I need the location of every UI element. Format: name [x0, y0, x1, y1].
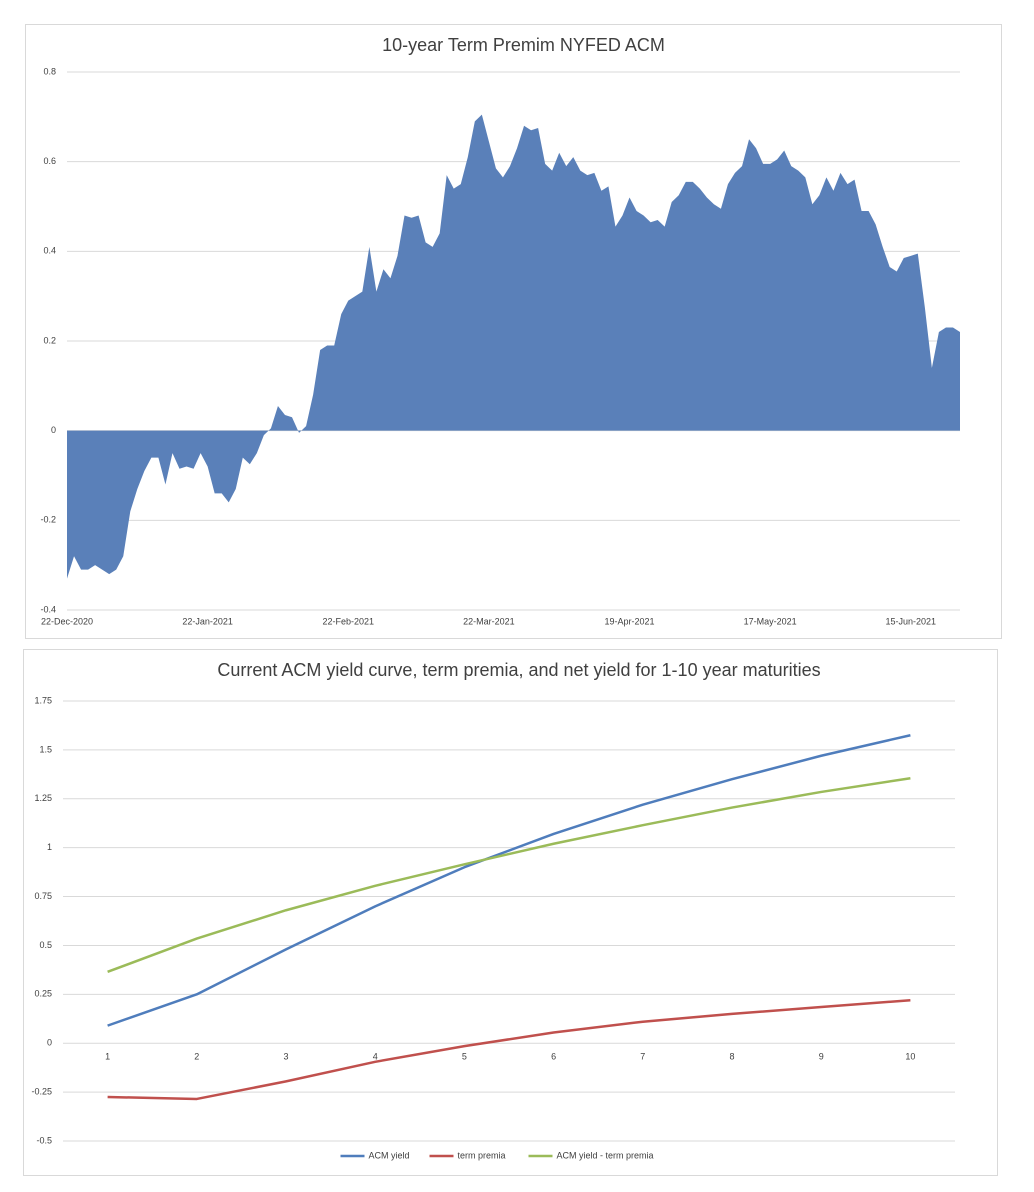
x-tick-label: 22-Feb-2021: [322, 616, 374, 626]
y-tick-label: 1.25: [34, 793, 52, 803]
y-tick-label: 0.8: [43, 66, 56, 76]
x-tick-label: 1: [105, 1052, 110, 1062]
legend-label: term premia: [458, 1150, 506, 1160]
y-tick-label: 1: [47, 842, 52, 852]
y-tick-label: -0.4: [40, 604, 56, 614]
x-tick-label: 22-Dec-2020: [41, 616, 93, 626]
line: [107, 777, 911, 974]
y-tick-label: 0.4: [43, 246, 56, 256]
x-tick-label: 5: [462, 1052, 467, 1062]
line: [107, 734, 911, 1027]
chart-title: 10-year Term Premim NYFED ACM: [382, 35, 665, 55]
y-tick-label: 0.6: [43, 156, 56, 166]
x-tick-label: 4: [373, 1052, 378, 1062]
y-tick-label: 0.2: [43, 335, 56, 345]
x-tick-label: 7: [640, 1052, 645, 1062]
x-tick-label: 15-Jun-2021: [886, 616, 937, 626]
x-tick-label: 17-May-2021: [744, 616, 797, 626]
y-tick-label: 1.75: [34, 695, 52, 705]
line: [107, 998, 911, 1101]
x-tick-label: 3: [283, 1052, 288, 1062]
x-tick-label: 6: [551, 1052, 556, 1062]
legend-label: ACM yield - term premia: [557, 1150, 654, 1160]
x-tick-label: 2: [194, 1052, 199, 1062]
x-tick-label: 22-Jan-2021: [182, 616, 233, 626]
x-tick-label: 8: [729, 1052, 734, 1062]
y-tick-label: 1.5: [39, 744, 52, 754]
chart-frame: [23, 649, 998, 1176]
y-tick-label: -0.2: [40, 515, 56, 525]
y-tick-label: -0.5: [36, 1135, 52, 1145]
x-tick-label: 9: [819, 1052, 824, 1062]
chart-title: Current ACM yield curve, term premia, an…: [217, 660, 820, 680]
legend-label: ACM yield: [369, 1150, 410, 1160]
x-tick-label: 22-Mar-2021: [463, 616, 515, 626]
area: [67, 114, 960, 579]
y-tick-label: 0: [51, 425, 56, 435]
y-tick-label: 0.75: [34, 891, 52, 901]
y-tick-label: 0: [47, 1038, 52, 1048]
x-tick-label: 19-Apr-2021: [604, 616, 654, 626]
y-tick-label: 0.5: [39, 940, 52, 950]
y-tick-label: 0.25: [34, 989, 52, 999]
x-tick-label: 10: [905, 1052, 915, 1062]
y-tick-label: -0.25: [31, 1086, 52, 1096]
